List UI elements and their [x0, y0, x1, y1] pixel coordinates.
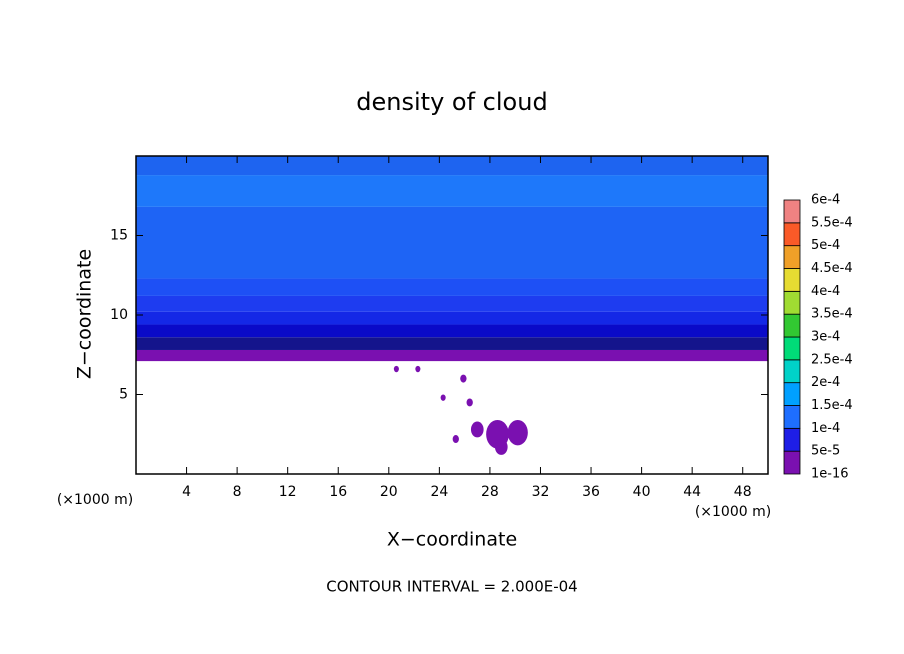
contour-band: [136, 311, 768, 325]
colorbar-box: [783, 336, 801, 361]
y-tick-label: 10: [110, 307, 128, 323]
y-axis-label: Z−coordinate: [74, 249, 96, 379]
colorbar-box: [783, 382, 801, 406]
colorbar-box: [783, 222, 801, 247]
colorbar-label: 1e-4: [811, 421, 840, 436]
contour-band: [136, 324, 768, 338]
x-tick-label: 40: [633, 484, 651, 500]
colorbar-box: [783, 450, 801, 475]
x-tick-label: 16: [329, 484, 347, 500]
colorbar-label: 5e-4: [811, 238, 840, 253]
x-tick-label: 20: [380, 484, 398, 500]
colorbar-label: 4e-4: [811, 284, 840, 299]
colorbar-box: [783, 245, 801, 269]
y-tick-label: 15: [110, 228, 128, 244]
colorbar-box: [783, 268, 801, 292]
colorbar-box: [783, 359, 801, 384]
x-tick-label: 32: [532, 484, 550, 500]
x-tick-label: 8: [233, 484, 242, 500]
colorbar-label: 5e-5: [811, 444, 840, 459]
colorbar-label: 4.5e-4: [811, 261, 853, 276]
colorbar-label: 1e-16: [811, 467, 849, 482]
y-unit-label: (×1000 m): [57, 492, 133, 508]
cloud-cell: [460, 374, 467, 383]
cloud-cell: [393, 365, 399, 373]
colorbar-box: [783, 290, 801, 315]
x-tick-label: 12: [279, 484, 297, 500]
colorbar-label: 3e-4: [811, 330, 840, 345]
cloud-cell: [494, 439, 508, 455]
cloud-cell: [415, 365, 421, 373]
colorbar-label: 6e-4: [811, 193, 840, 208]
x-tick-label: 36: [582, 484, 600, 500]
y-tick-label: 5: [119, 387, 128, 403]
contour-band: [136, 337, 768, 350]
chart-title: density of cloud: [356, 88, 547, 116]
cloud-cell: [470, 421, 484, 438]
colorbar-box: [783, 199, 801, 224]
colorbar-label: 1.5e-4: [811, 398, 853, 413]
contour-band: [136, 295, 768, 312]
colorbar-box: [783, 405, 801, 429]
contour-band: [136, 156, 768, 176]
x-unit-label: (×1000 m): [695, 504, 771, 520]
x-axis-label: X−coordinate: [387, 529, 517, 551]
contour-band: [136, 278, 768, 296]
contour-band: [136, 349, 768, 362]
cloud-cell: [466, 398, 473, 407]
footer: CONTOUR INTERVAL = 2.000E-04: [326, 578, 577, 596]
colorbar-label: 2.5e-4: [811, 352, 853, 367]
cloud-cell: [452, 435, 459, 443]
colorbar-label: 5.5e-4: [811, 215, 853, 230]
x-tick-label: 44: [683, 484, 701, 500]
x-tick-label: 48: [734, 484, 752, 500]
x-tick-label: 4: [182, 484, 191, 500]
cloud-cell: [440, 394, 446, 401]
x-tick-label: 24: [430, 484, 448, 500]
contour-band: [136, 175, 768, 207]
colorbar-box: [783, 313, 801, 338]
colorbar-label: 2e-4: [811, 375, 840, 390]
x-tick-label: 28: [481, 484, 499, 500]
colorbar-box: [783, 427, 801, 452]
colorbar-label: 3.5e-4: [811, 307, 853, 322]
cloud-cell: [507, 419, 528, 446]
contour-band: [136, 206, 768, 279]
